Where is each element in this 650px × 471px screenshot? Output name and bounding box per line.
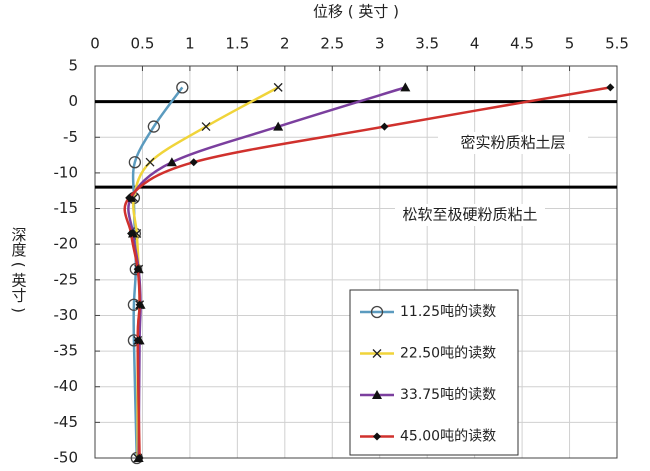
y-tick-label: -20 [54,235,79,253]
y-tick-label: 0 [68,92,78,110]
x-tick-label: 2.5 [320,35,344,53]
marker [166,157,177,167]
marker [400,82,411,92]
legend: 11.25吨的读数 22.50吨的读数 33.75吨的读数 45.00吨的读数 [349,289,519,456]
series [123,83,615,462]
x-axis-title: 位移 ( 英寸 ) [313,3,399,21]
annotation: 松软至极硬粉质粘土 [402,206,537,224]
marker [176,81,189,94]
series-line [123,86,611,459]
marker [135,300,144,309]
y-tick-label: -15 [54,199,79,217]
x-tick-label: 1.5 [225,35,249,53]
annotation-bg [438,132,588,154]
y-tick-label: -35 [54,342,79,360]
marker [133,265,142,274]
marker [128,156,142,169]
x-tick-label: 0 [90,35,100,53]
marker [380,122,389,131]
legend-label: 45.00吨的读数 [400,428,496,445]
marker [147,120,160,133]
marker [273,121,284,131]
plot-frame [94,65,618,459]
x-tick-label: 3.5 [415,35,439,53]
annotation: 密实粉质粘土层 [460,134,565,152]
marker [189,158,198,167]
marker [372,349,382,358]
marker [201,122,211,132]
y-axis-title: 深度 ( 英寸 ) [10,227,28,313]
y-tick-label: -10 [54,163,79,181]
y-tick-label: -50 [54,449,79,467]
series [129,82,283,463]
x-tick-label: 0.5 [131,35,155,53]
x-tick-label: 1 [185,35,195,53]
marker [135,454,144,462]
marker [370,305,384,319]
x-tick-label: 3 [375,35,385,53]
marker [125,193,134,202]
marker [133,336,142,345]
y-tick-label: -25 [54,270,79,288]
y-tick-label: 5 [68,57,78,75]
y-tick-label: -30 [54,306,79,324]
legend-label: 22.50吨的读数 [400,345,496,362]
x-tick-label: 2 [280,35,290,53]
marker [373,432,381,441]
x-tick-label: 4 [470,35,480,53]
y-tick-label: -40 [54,377,79,395]
marker [273,82,283,92]
marker [372,390,382,399]
x-tick-label: 5.5 [605,35,629,53]
legend-label: 11.25吨的读数 [400,303,496,320]
y-tick-label: -45 [54,413,79,431]
x-tick-label: 5 [565,35,575,53]
x-tick-label: 4.5 [510,35,534,53]
legend-label: 33.75吨的读数 [400,386,496,403]
y-tick-label: -5 [63,128,78,146]
marker [145,157,155,167]
marker [606,83,615,92]
series-line [132,86,279,459]
annotation-bg [395,204,545,226]
marker [127,229,136,238]
